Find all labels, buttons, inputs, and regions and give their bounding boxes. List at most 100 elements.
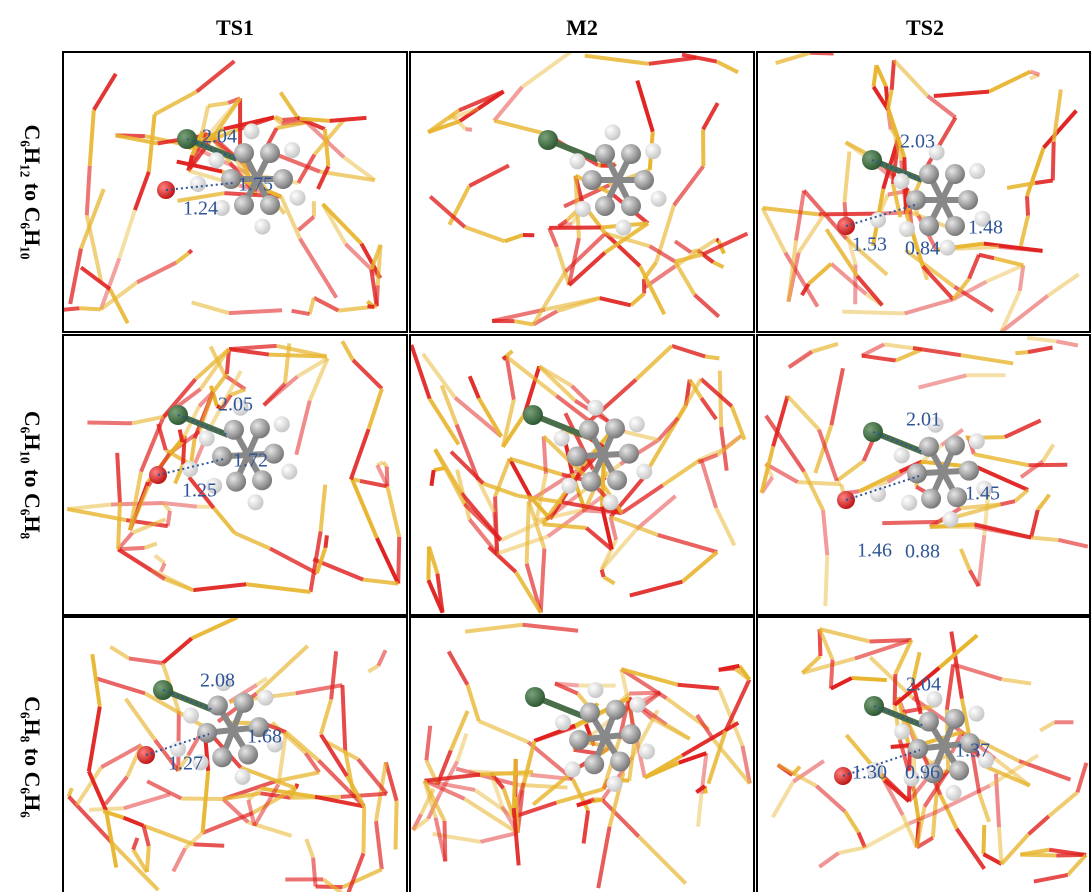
hydrogen [629, 416, 645, 432]
hydrogen [651, 191, 667, 207]
bond [378, 245, 381, 286]
carbon [197, 723, 217, 743]
carbon [959, 461, 979, 481]
carbon [919, 164, 939, 184]
bond [1015, 352, 1028, 353]
distance-label: 1.72 [233, 450, 268, 472]
distance-label: 1.25 [182, 480, 217, 502]
distance-label: 2.04 [906, 674, 941, 696]
bond [79, 308, 101, 309]
panel: 2.08 1.68 1.27 [63, 617, 407, 892]
bond [189, 250, 192, 253]
bond [825, 555, 827, 606]
distance-label: 1.75 [238, 174, 273, 196]
hydrogen [942, 511, 958, 527]
distance-label: 1.27 [168, 753, 203, 775]
hydrogen [199, 430, 215, 446]
hydrogen [870, 212, 886, 228]
bond [147, 846, 149, 872]
bond [296, 784, 298, 788]
bond [396, 801, 397, 850]
bond [352, 479, 360, 481]
carbon [907, 463, 927, 483]
carbon [260, 195, 280, 215]
bond [434, 468, 445, 470]
bond [180, 430, 183, 442]
bond [602, 570, 604, 577]
bond [983, 825, 984, 854]
carbon [945, 435, 965, 455]
carbon [250, 418, 270, 438]
carbon [581, 472, 601, 492]
carbon [607, 470, 627, 490]
carbon [908, 739, 928, 759]
hydrogen [257, 690, 273, 706]
row-label: C₆H₈ to C₆H₆ [20, 696, 45, 818]
column-header: TS2 [906, 15, 944, 40]
carbon [634, 170, 654, 190]
carbon [212, 747, 232, 767]
distance-label: 0.84 [905, 238, 940, 260]
hydrogen [254, 219, 270, 235]
distance-label: 2.03 [900, 131, 935, 153]
hydrogen [636, 464, 652, 480]
bond [300, 119, 330, 121]
hydrogen [969, 163, 985, 179]
carbon [260, 143, 280, 163]
carbon [234, 195, 254, 215]
distance-label: 2.08 [200, 670, 235, 692]
hydrogen [244, 123, 260, 139]
bond [87, 422, 131, 423]
hydrogen [639, 743, 655, 759]
hydrogen [645, 143, 661, 159]
carbon [919, 216, 939, 236]
bond [383, 462, 387, 466]
bond [1031, 538, 1058, 540]
bond [892, 60, 894, 90]
carbon [945, 709, 965, 729]
ga-atom [523, 405, 543, 425]
carbon [234, 693, 254, 713]
panel-bg [410, 52, 754, 332]
hydrogen [946, 785, 962, 801]
bond [431, 470, 433, 486]
panel: 2.041.300.961.37 [757, 617, 1090, 892]
row-label: C₆H₁₀ to C₆H₈ [20, 411, 45, 540]
hydrogen [284, 142, 300, 158]
distance-label: 1.48 [968, 217, 1003, 239]
carbon [945, 164, 965, 184]
hydrogen [235, 769, 251, 785]
bond [63, 308, 79, 310]
bond [363, 806, 364, 853]
bond [819, 214, 880, 215]
bond [870, 640, 912, 641]
bond [117, 453, 120, 503]
carbon [569, 730, 589, 750]
hydrogen [587, 682, 603, 698]
hydrogen [569, 153, 585, 169]
hydrogen [247, 494, 263, 510]
bond [316, 886, 343, 887]
bond [342, 685, 345, 751]
carbon [212, 446, 232, 466]
carbon [621, 724, 641, 744]
carbon [579, 420, 599, 440]
ga-atom [525, 687, 545, 707]
carbon [621, 144, 641, 164]
hydrogen [899, 221, 915, 237]
figure: TS1M2TS2C₆H₁₂ to C₆H₁₀2.041.751.242.031.… [0, 0, 1091, 892]
bond [118, 502, 120, 549]
carbon [605, 418, 625, 438]
hydrogen [183, 708, 199, 724]
ga-atom [538, 130, 558, 150]
hydrogen [554, 430, 570, 446]
distance-label: 1.68 [247, 726, 282, 748]
bond [594, 799, 602, 800]
bond [882, 522, 938, 523]
hydrogen [588, 400, 604, 416]
row-label: C₆H₁₂ to C₆H₁₀ [20, 125, 45, 260]
bond [325, 535, 326, 547]
hydrogen [182, 461, 198, 477]
hydrogen [190, 176, 206, 192]
carbon [234, 143, 254, 163]
